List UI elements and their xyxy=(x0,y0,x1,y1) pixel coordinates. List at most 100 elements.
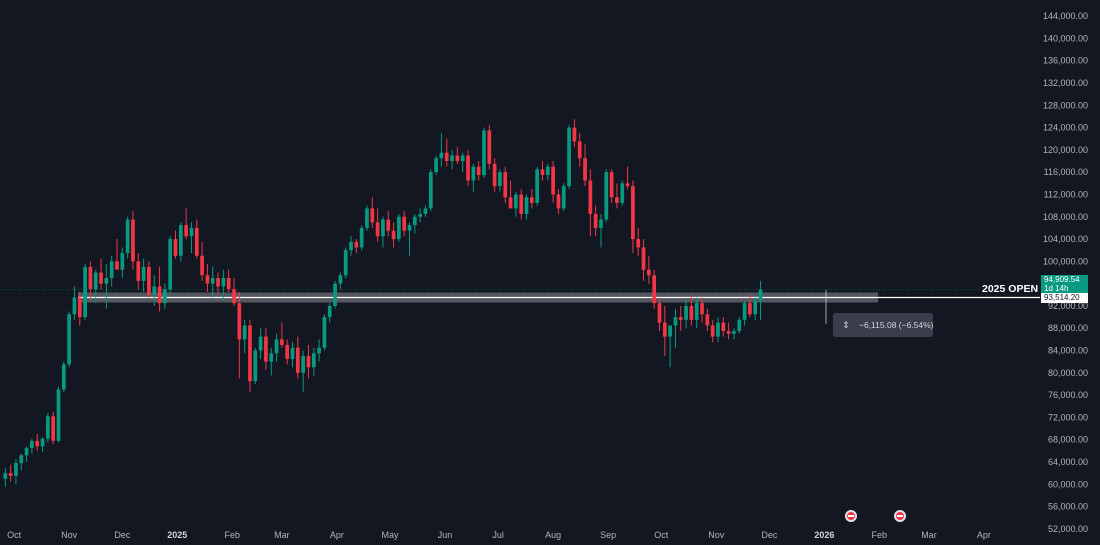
candle xyxy=(620,180,625,206)
candle-body xyxy=(381,219,385,237)
candle xyxy=(662,305,667,357)
y-tick-label: 72,000.00 xyxy=(1048,412,1088,422)
candle xyxy=(311,347,316,376)
candle xyxy=(428,169,433,212)
candle xyxy=(434,155,438,175)
candle xyxy=(386,211,391,237)
candle-body xyxy=(498,172,502,187)
y-tick-label: 116,000.00 xyxy=(1044,167,1088,177)
candle xyxy=(684,300,688,329)
candle xyxy=(327,303,332,323)
candle xyxy=(35,434,40,451)
range-arrows-icon: ⇕ xyxy=(842,320,850,330)
level-label: 2025 OPEN xyxy=(980,282,1041,296)
candle-body xyxy=(476,166,481,175)
candle-body xyxy=(407,225,412,231)
candle xyxy=(269,347,274,376)
candle-body xyxy=(343,250,348,276)
candle-body xyxy=(317,347,321,354)
candle-body xyxy=(615,197,619,203)
candle xyxy=(439,133,444,167)
candle xyxy=(295,336,300,379)
candle xyxy=(349,236,353,256)
candle xyxy=(412,213,417,234)
candle-body xyxy=(439,152,444,159)
candle xyxy=(529,188,534,209)
candle xyxy=(535,166,540,206)
candle xyxy=(120,247,125,279)
candle-body xyxy=(492,163,497,187)
candle xyxy=(237,292,242,379)
candle-body xyxy=(460,155,465,162)
candle-body xyxy=(668,325,672,337)
y-tick-label: 76,000.00 xyxy=(1048,390,1088,400)
candle xyxy=(391,222,396,248)
x-tick-label: Mar xyxy=(921,530,937,540)
level-zone-layer xyxy=(0,289,1040,303)
candle-body xyxy=(200,255,204,276)
candle-body xyxy=(136,261,141,281)
y-tick-label: 92,000.00 xyxy=(1048,301,1088,311)
candle xyxy=(115,239,119,270)
candle-body xyxy=(588,180,593,214)
candle xyxy=(444,138,449,167)
candle-body xyxy=(3,473,8,479)
candle xyxy=(588,169,593,237)
candle-body xyxy=(141,266,146,281)
candle-body xyxy=(248,325,252,382)
candle xyxy=(742,300,747,326)
candle-body xyxy=(540,169,545,175)
candle-body xyxy=(577,141,582,159)
candle-body xyxy=(232,289,236,304)
candle xyxy=(301,350,306,393)
candle xyxy=(636,227,641,256)
candle-body xyxy=(471,166,476,181)
candle xyxy=(561,183,566,212)
us-flag-event-icon[interactable] xyxy=(894,510,906,522)
candle-body xyxy=(418,213,423,217)
candle-body xyxy=(264,336,268,362)
candle-body xyxy=(93,272,98,290)
candle-body xyxy=(109,261,114,279)
candle xyxy=(163,283,167,309)
candle xyxy=(285,339,290,365)
candle-body xyxy=(604,172,609,220)
candle-layer xyxy=(3,119,763,488)
candle xyxy=(173,230,178,259)
y-tick-label: 84,000.00 xyxy=(1048,346,1088,356)
us-flag-event-icon[interactable] xyxy=(845,510,857,522)
candle xyxy=(577,133,582,167)
candle-body xyxy=(556,194,561,209)
candle xyxy=(540,161,545,181)
candle xyxy=(423,205,428,217)
candle-body xyxy=(705,314,710,326)
candle xyxy=(402,211,407,237)
x-tick-label: Apr xyxy=(330,530,344,540)
x-tick-label: Dec xyxy=(761,530,778,540)
candle xyxy=(482,127,486,178)
y-tick-label: 112,000.00 xyxy=(1044,189,1088,199)
candle-body xyxy=(519,194,524,214)
candle-body xyxy=(535,169,540,203)
candle-body xyxy=(311,353,316,368)
candle xyxy=(705,308,710,332)
candle-body xyxy=(8,473,13,476)
candle-body xyxy=(636,239,641,248)
candle xyxy=(147,261,151,298)
candle xyxy=(30,438,34,454)
candle xyxy=(274,333,279,362)
y-tick-label: 88,000.00 xyxy=(1048,323,1088,333)
candle-body xyxy=(104,278,109,284)
candle xyxy=(136,252,141,290)
candle xyxy=(668,325,672,368)
candle-body xyxy=(163,289,167,304)
y-tick-label: 68,000.00 xyxy=(1048,435,1088,445)
candle xyxy=(604,169,609,223)
candle xyxy=(748,294,752,318)
y-tick-label: 132,000.00 xyxy=(1043,78,1088,88)
candle xyxy=(716,317,720,343)
candle xyxy=(487,124,492,170)
candle-body xyxy=(583,158,587,181)
candle xyxy=(104,264,109,309)
candle-body xyxy=(428,172,433,209)
